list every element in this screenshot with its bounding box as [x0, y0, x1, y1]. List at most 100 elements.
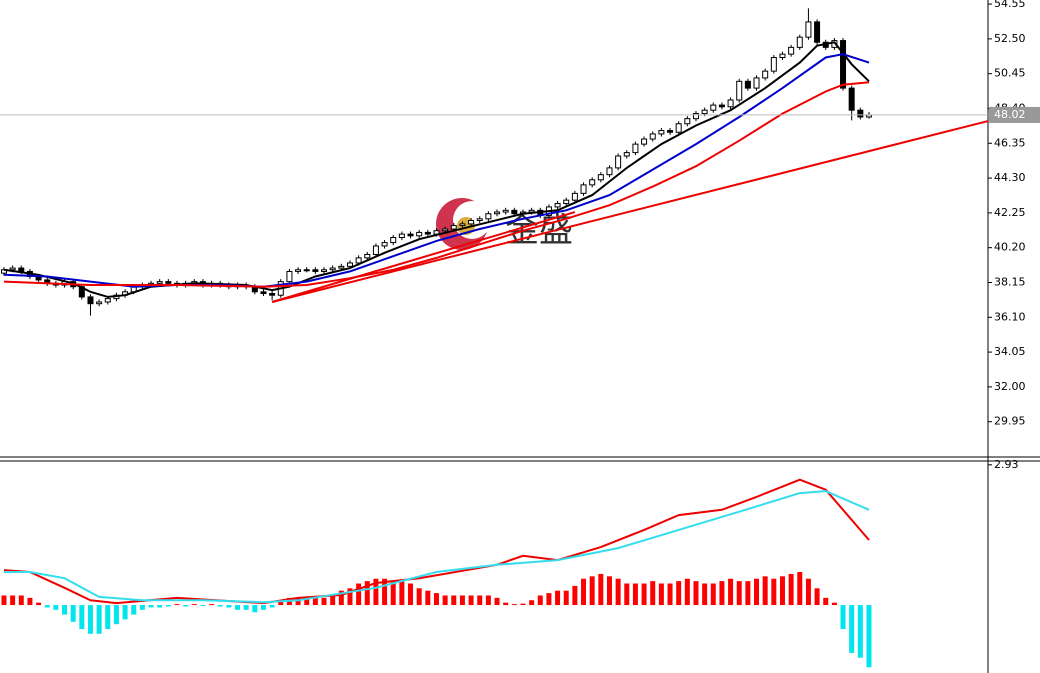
candle-body: [416, 231, 423, 237]
candle-body: [692, 113, 699, 120]
candle-body: [346, 262, 353, 267]
histogram-bar: [572, 585, 578, 606]
candle-body: [355, 257, 362, 264]
y-tick-label: 42.25: [994, 206, 1026, 219]
histogram-bar: [520, 603, 526, 606]
histogram-bar: [762, 576, 768, 606]
histogram-bar: [18, 595, 24, 606]
candle-body: [796, 36, 803, 48]
histogram-bar: [122, 605, 128, 620]
candle-body: [398, 233, 405, 238]
last-price-label: 48.02: [994, 108, 1026, 121]
histogram-bar: [373, 578, 379, 606]
histogram-bar: [312, 597, 318, 606]
histogram-bar: [477, 595, 483, 606]
candle-body: [788, 46, 795, 55]
histogram-bar: [485, 595, 491, 606]
histogram-bar: [728, 578, 734, 606]
watermark: 金盛: [505, 211, 573, 251]
histogram-bar: [191, 604, 197, 606]
y-tick-label: 52.50: [994, 32, 1026, 45]
indicator-line: [3, 81, 870, 288]
histogram-bar: [823, 597, 829, 606]
candle-body: [0, 269, 7, 274]
histogram-bar: [555, 590, 561, 606]
histogram-bar: [304, 597, 310, 606]
histogram-bar: [96, 605, 102, 634]
y-tick-label: 36.10: [994, 310, 1026, 323]
histogram-bar: [779, 576, 785, 606]
histogram-bar: [183, 605, 189, 607]
histogram-bar: [805, 578, 811, 606]
candle-body: [303, 269, 310, 272]
candle-body: [606, 167, 613, 176]
candle-body: [632, 143, 639, 154]
histogram-bar: [148, 605, 154, 608]
trendline: [271, 211, 576, 303]
histogram-bar: [693, 581, 699, 606]
y-tick-label: 44.30: [994, 171, 1026, 184]
candle-body: [494, 211, 501, 215]
histogram-bar: [321, 597, 327, 606]
histogram-bar: [589, 576, 595, 606]
histogram-bar: [408, 583, 414, 606]
histogram-bar: [736, 581, 742, 606]
candle-body: [321, 269, 328, 272]
histogram-bar: [719, 581, 725, 606]
indicator-line: [3, 478, 870, 605]
candle-body: [511, 209, 518, 215]
candle-body: [476, 218, 483, 222]
candle-body: [96, 301, 103, 305]
histogram-bar: [563, 590, 569, 606]
histogram-bar: [503, 602, 509, 606]
histogram-bar: [598, 573, 604, 606]
histogram-bar: [105, 605, 111, 629]
candle-body: [710, 104, 717, 111]
candle-body: [563, 199, 570, 205]
histogram-bar: [537, 595, 543, 606]
candle-body: [338, 265, 345, 269]
histogram-bar: [849, 605, 855, 653]
histogram-bar: [511, 604, 517, 606]
histogram-bar: [814, 588, 820, 606]
indicator-line: [4, 490, 870, 604]
candle-body: [269, 293, 276, 296]
candle-body: [718, 104, 725, 108]
histogram-bar: [157, 605, 163, 608]
candle-body: [658, 130, 665, 135]
histogram-bar: [260, 605, 266, 610]
histogram-bar: [745, 581, 751, 606]
histogram-bar: [70, 605, 76, 622]
candle-body: [468, 220, 475, 225]
histogram-bar: [788, 573, 794, 606]
candle-body: [762, 70, 769, 79]
histogram-bar: [269, 605, 275, 608]
y-tick-label: 29.95: [994, 415, 1026, 428]
candle-body: [779, 53, 786, 59]
candle-body: [580, 184, 587, 194]
candle-body: [502, 209, 509, 213]
histogram-bar: [866, 605, 872, 668]
last-price-box: [989, 106, 1040, 123]
histogram-bar: [44, 605, 50, 608]
candle-body: [407, 233, 414, 237]
histogram-bar: [624, 583, 630, 606]
histogram-bar: [390, 581, 396, 606]
histogram-bar: [857, 605, 863, 658]
candle-body: [848, 87, 855, 111]
histogram-bar: [710, 583, 716, 606]
histogram-bar: [771, 578, 777, 606]
candle-body: [485, 213, 492, 220]
candle-body: [675, 123, 682, 133]
y-tick-label: 38.15: [994, 275, 1026, 288]
candle-body: [424, 231, 431, 235]
candle-body: [744, 80, 751, 89]
histogram-bar: [79, 605, 85, 629]
histogram-bar: [139, 605, 145, 610]
histogram-bar: [797, 572, 803, 606]
histogram-bar: [684, 578, 690, 606]
y-tick-label: 2.93: [994, 458, 1019, 471]
histogram-bar: [529, 600, 535, 606]
candle-body: [18, 267, 25, 272]
histogram-bar: [425, 590, 431, 606]
